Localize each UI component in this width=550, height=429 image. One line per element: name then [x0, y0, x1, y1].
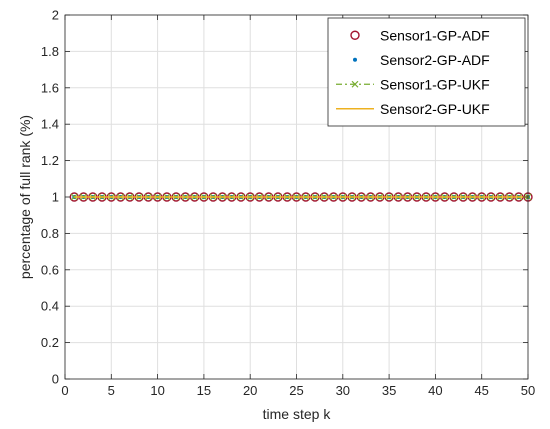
ticks — [64, 14, 529, 380]
x-tick-label: 35 — [382, 383, 396, 398]
x-axis-label: time step k — [263, 406, 332, 422]
legend-marker — [350, 30, 360, 40]
legend-marker — [353, 57, 357, 62]
y-axis-label: percentage of full rank (%) — [17, 115, 33, 279]
tick-labels: 0 5 10 15 20 25 30 35 40 45 50 0 0.2 0.4 0.6 0.8 1 1.2 1.4… — [41, 8, 535, 399]
y-tick-label: 0.2 — [41, 335, 59, 350]
legend: Sensor1-GP-ADF Sensor2-GP-ADF Sensor1-GP-U… — [327, 17, 526, 127]
y-tick-label: 1.8 — [41, 44, 59, 59]
x-tick-label: 20 — [243, 383, 257, 398]
x-tick-label: 15 — [197, 383, 211, 398]
legend-marker — [351, 80, 359, 88]
y-tick-label: 1.4 — [41, 117, 59, 132]
legend-label: Sensor1-GP-ADF — [380, 27, 490, 43]
series-layer — [69, 192, 533, 202]
x-tick-label: 30 — [336, 383, 350, 398]
x-tick-label: 0 — [61, 383, 68, 398]
y-tick-label: 0.6 — [41, 262, 59, 277]
x-tick-label: 50 — [521, 383, 535, 398]
x-tick-label: 5 — [108, 383, 115, 398]
x-tick-label: 25 — [289, 383, 303, 398]
y-tick-label: 0.4 — [41, 299, 59, 314]
legend-label: Sensor2-GP-ADF — [380, 52, 490, 68]
legend-label: Sensor2-GP-UKF — [380, 101, 490, 117]
legend-label: Sensor1-GP-UKF — [380, 76, 490, 92]
legend-entry: Sensor2-GP-UKF — [336, 101, 490, 117]
x-tick-label: 45 — [474, 383, 488, 398]
y-tick-label: 1.2 — [41, 153, 59, 168]
y-tick-label: 1.6 — [41, 80, 59, 95]
legend-entry: Sensor1-GP-UKF — [336, 76, 490, 92]
x-marker-stroke — [351, 80, 359, 88]
legend-entry: Sensor1-GP-ADF — [350, 27, 490, 43]
y-tick-label: 2 — [52, 8, 59, 23]
y-tick-label: 0 — [52, 372, 59, 387]
x-tick-label: 40 — [428, 383, 442, 398]
legend-entries: Sensor1-GP-ADF Sensor2-GP-ADF Sensor1-GP-U… — [336, 27, 490, 117]
y-tick-label: 0.8 — [41, 226, 59, 241]
y-tick-label: 1 — [52, 190, 59, 205]
legend-entry: Sensor2-GP-ADF — [353, 52, 490, 68]
x-tick-label: 10 — [150, 383, 164, 398]
